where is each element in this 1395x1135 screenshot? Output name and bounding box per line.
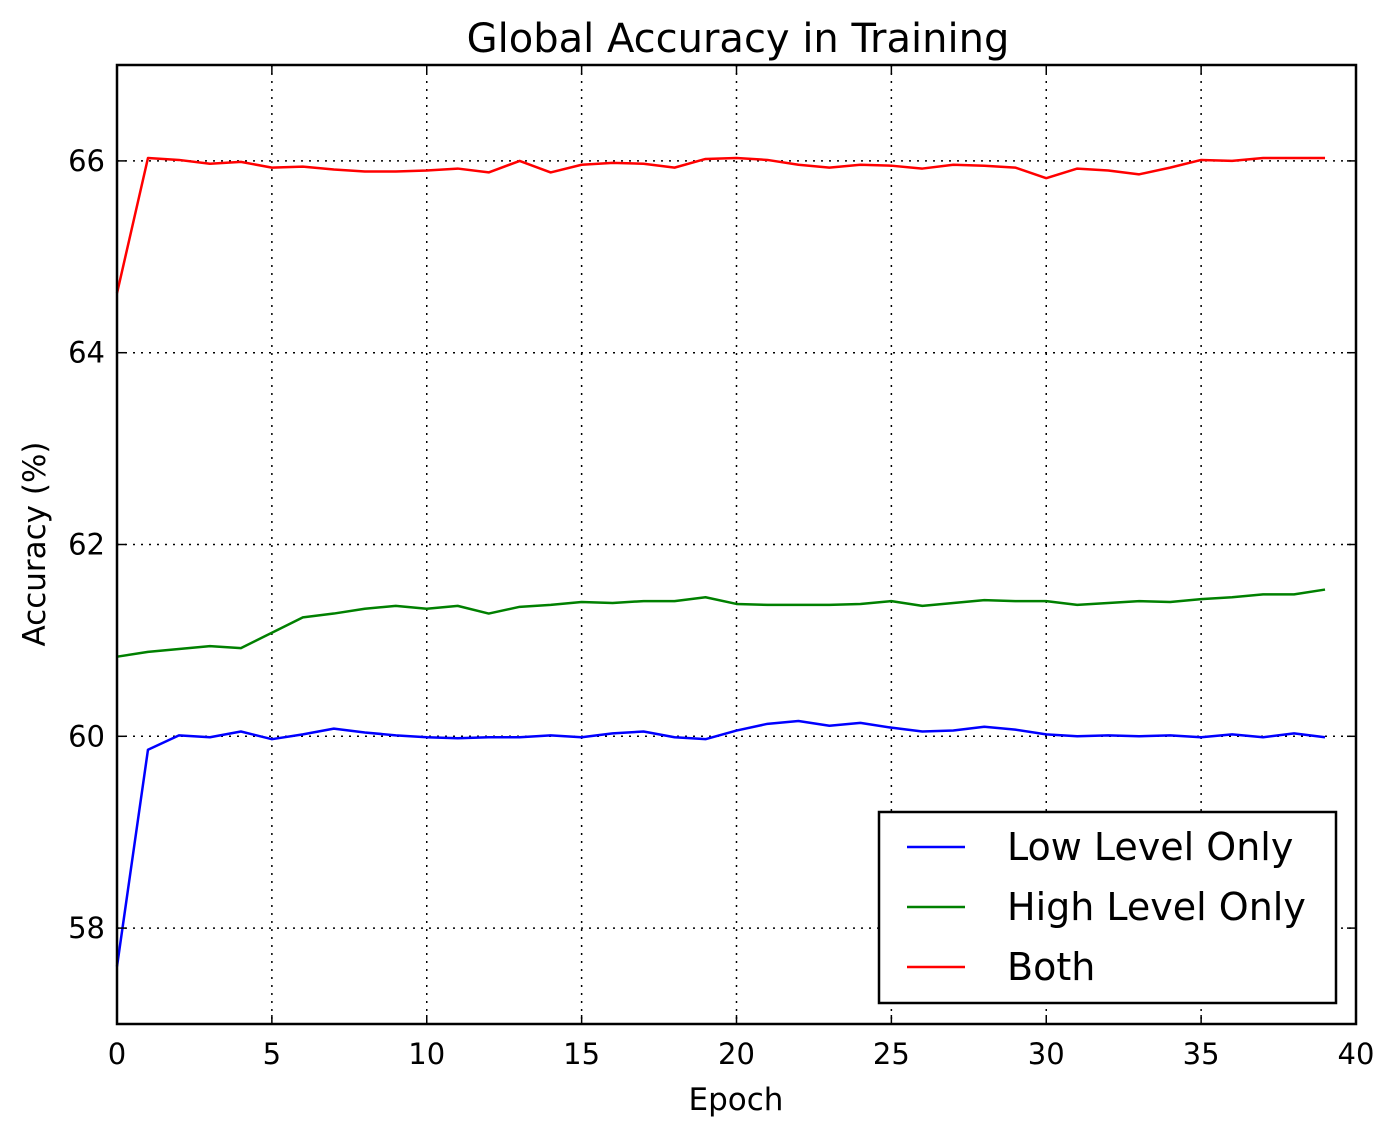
x-axis-label: Epoch: [689, 1082, 784, 1118]
x-tick-label: 15: [563, 1037, 600, 1071]
x-tick-label: 25: [873, 1037, 910, 1071]
series-line-low-level-only: [115, 719, 1326, 967]
y-tick-label: 62: [68, 528, 105, 562]
series-line-high-level-only: [116, 588, 1326, 658]
x-tick-label: 0: [108, 1037, 126, 1071]
y-tick-label: 66: [68, 144, 105, 178]
ticks: [116, 65, 1357, 1024]
y-tick-label: 58: [68, 911, 105, 945]
legend-label: Both: [1007, 945, 1095, 989]
legend-label: Low Level Only: [1007, 825, 1293, 869]
y-tick-label: 64: [68, 336, 105, 370]
x-tick-label: 35: [1183, 1037, 1220, 1071]
tick-labels: 0 5 10 15 20 25 30 35 40 58 60 62 64 66: [68, 144, 1374, 1071]
x-tick-label: 30: [1028, 1037, 1065, 1071]
y-tick-label: 60: [68, 719, 105, 753]
y-axis-label: Accuracy (%): [17, 441, 53, 646]
legend: Low Level Only High Level Only Both: [877, 810, 1338, 1005]
chart-title: Global Accuracy in Training: [467, 16, 1010, 62]
series-group: [115, 156, 1326, 967]
x-tick-label: 40: [1338, 1037, 1375, 1071]
legend-label: High Level Only: [1007, 885, 1306, 929]
x-tick-label: 5: [263, 1037, 281, 1071]
series-line-both: [115, 156, 1326, 294]
x-tick-label: 10: [408, 1037, 445, 1071]
x-tick-label: 20: [718, 1037, 755, 1071]
